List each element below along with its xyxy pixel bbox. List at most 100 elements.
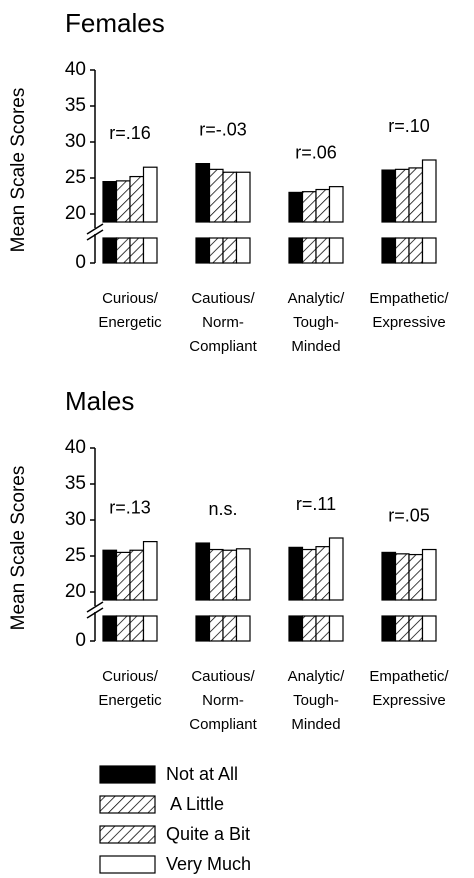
bar-base bbox=[235, 615, 251, 642]
y-tick-label: 25 bbox=[65, 545, 86, 566]
bar-base bbox=[102, 615, 118, 642]
bar bbox=[315, 188, 331, 223]
bar-base bbox=[301, 615, 317, 642]
bar bbox=[235, 548, 251, 601]
x-tick-label: Empathetic/ bbox=[369, 290, 449, 307]
x-tick-label: Compliant bbox=[189, 716, 257, 733]
bar-base bbox=[115, 237, 131, 264]
bar-base bbox=[208, 237, 224, 264]
y-tick-label: 20 bbox=[65, 581, 86, 602]
bar bbox=[408, 167, 424, 223]
annotation: r=.10 bbox=[388, 116, 430, 136]
bar bbox=[235, 171, 251, 223]
bar-base bbox=[222, 237, 238, 264]
x-tick-label: Curious/ bbox=[102, 668, 159, 685]
bar bbox=[222, 549, 238, 601]
bar-base bbox=[408, 615, 424, 642]
y-tick-label: 25 bbox=[65, 167, 86, 188]
bar bbox=[115, 180, 131, 223]
bar-base bbox=[381, 237, 397, 264]
bar-base bbox=[222, 615, 238, 642]
bar-base bbox=[381, 615, 397, 642]
bar bbox=[381, 551, 397, 601]
legend-label: Very Much bbox=[166, 854, 251, 874]
annotation: r=.13 bbox=[109, 498, 151, 518]
legend-label: Quite a Bit bbox=[166, 824, 250, 844]
legend-swatch bbox=[99, 825, 156, 844]
legend-swatch bbox=[99, 855, 156, 874]
legend-swatch bbox=[99, 765, 156, 784]
x-tick-label: Empathetic/ bbox=[369, 668, 449, 685]
x-tick-label: Norm- bbox=[202, 314, 244, 331]
y-tick-label: 40 bbox=[65, 59, 86, 80]
bar-base bbox=[288, 615, 304, 642]
bar-base bbox=[208, 615, 224, 642]
annotation: r=.06 bbox=[295, 143, 337, 163]
x-tick-label: Minded bbox=[291, 338, 340, 355]
x-tick-label: Analytic/ bbox=[288, 290, 346, 307]
bar bbox=[288, 191, 304, 223]
bar-base bbox=[129, 615, 145, 642]
bar bbox=[208, 548, 224, 601]
y-tick-label: 0 bbox=[75, 630, 86, 651]
bar bbox=[102, 181, 118, 223]
bar-base bbox=[315, 615, 331, 642]
x-tick-label: Tough- bbox=[293, 692, 339, 709]
bar-base bbox=[301, 237, 317, 264]
x-tick-label: Energetic bbox=[98, 314, 162, 331]
chart-title: Females bbox=[65, 8, 165, 38]
bar bbox=[142, 540, 158, 601]
legend-label: A Little bbox=[166, 794, 224, 814]
chart-title: Males bbox=[65, 386, 134, 416]
bar-base bbox=[102, 237, 118, 264]
bar bbox=[129, 549, 145, 601]
bar bbox=[102, 549, 118, 601]
bar bbox=[421, 548, 437, 601]
bar bbox=[195, 163, 211, 223]
bar-base bbox=[195, 237, 211, 264]
y-axis-label: Mean Scale Scores bbox=[8, 466, 29, 631]
axis-break bbox=[86, 601, 104, 613]
bar-base bbox=[315, 237, 331, 264]
bar bbox=[394, 168, 410, 223]
annotation: r=.16 bbox=[109, 123, 151, 143]
x-tick-label: Cautious/ bbox=[191, 668, 255, 685]
bar-base bbox=[195, 615, 211, 642]
y-tick-label: 40 bbox=[65, 437, 86, 458]
bar-base bbox=[235, 237, 251, 264]
axis-break bbox=[86, 229, 104, 241]
x-tick-label: Curious/ bbox=[102, 290, 159, 307]
y-tick-label: 0 bbox=[75, 252, 86, 273]
bar bbox=[421, 159, 437, 223]
x-tick-label: Tough- bbox=[293, 314, 339, 331]
bar-base bbox=[142, 615, 158, 642]
bar bbox=[408, 553, 424, 601]
y-tick-label: 30 bbox=[65, 509, 86, 530]
bar bbox=[381, 169, 397, 223]
axis-break bbox=[86, 223, 104, 235]
legend-label: Not at All bbox=[166, 764, 238, 784]
bar bbox=[208, 168, 224, 223]
x-tick-label: Cautious/ bbox=[191, 290, 255, 307]
x-tick-label: Expressive bbox=[372, 314, 445, 331]
bar bbox=[301, 548, 317, 601]
y-tick-label: 20 bbox=[65, 203, 86, 224]
annotation: r=.05 bbox=[388, 506, 430, 526]
bar-base bbox=[115, 615, 131, 642]
bar-base bbox=[129, 237, 145, 264]
annotation: n.s. bbox=[208, 499, 237, 519]
y-tick-label: 30 bbox=[65, 131, 86, 152]
bar bbox=[301, 191, 317, 223]
y-axis-label: Mean Scale Scores bbox=[8, 88, 29, 253]
x-tick-label: Minded bbox=[291, 716, 340, 733]
legend-swatch bbox=[99, 795, 156, 814]
bar bbox=[394, 553, 410, 601]
bar bbox=[195, 542, 211, 601]
bar bbox=[222, 171, 238, 223]
bar-base bbox=[394, 615, 410, 642]
bar bbox=[129, 175, 145, 223]
bar-base bbox=[142, 237, 158, 264]
x-tick-label: Energetic bbox=[98, 692, 162, 709]
bar-base bbox=[408, 237, 424, 264]
